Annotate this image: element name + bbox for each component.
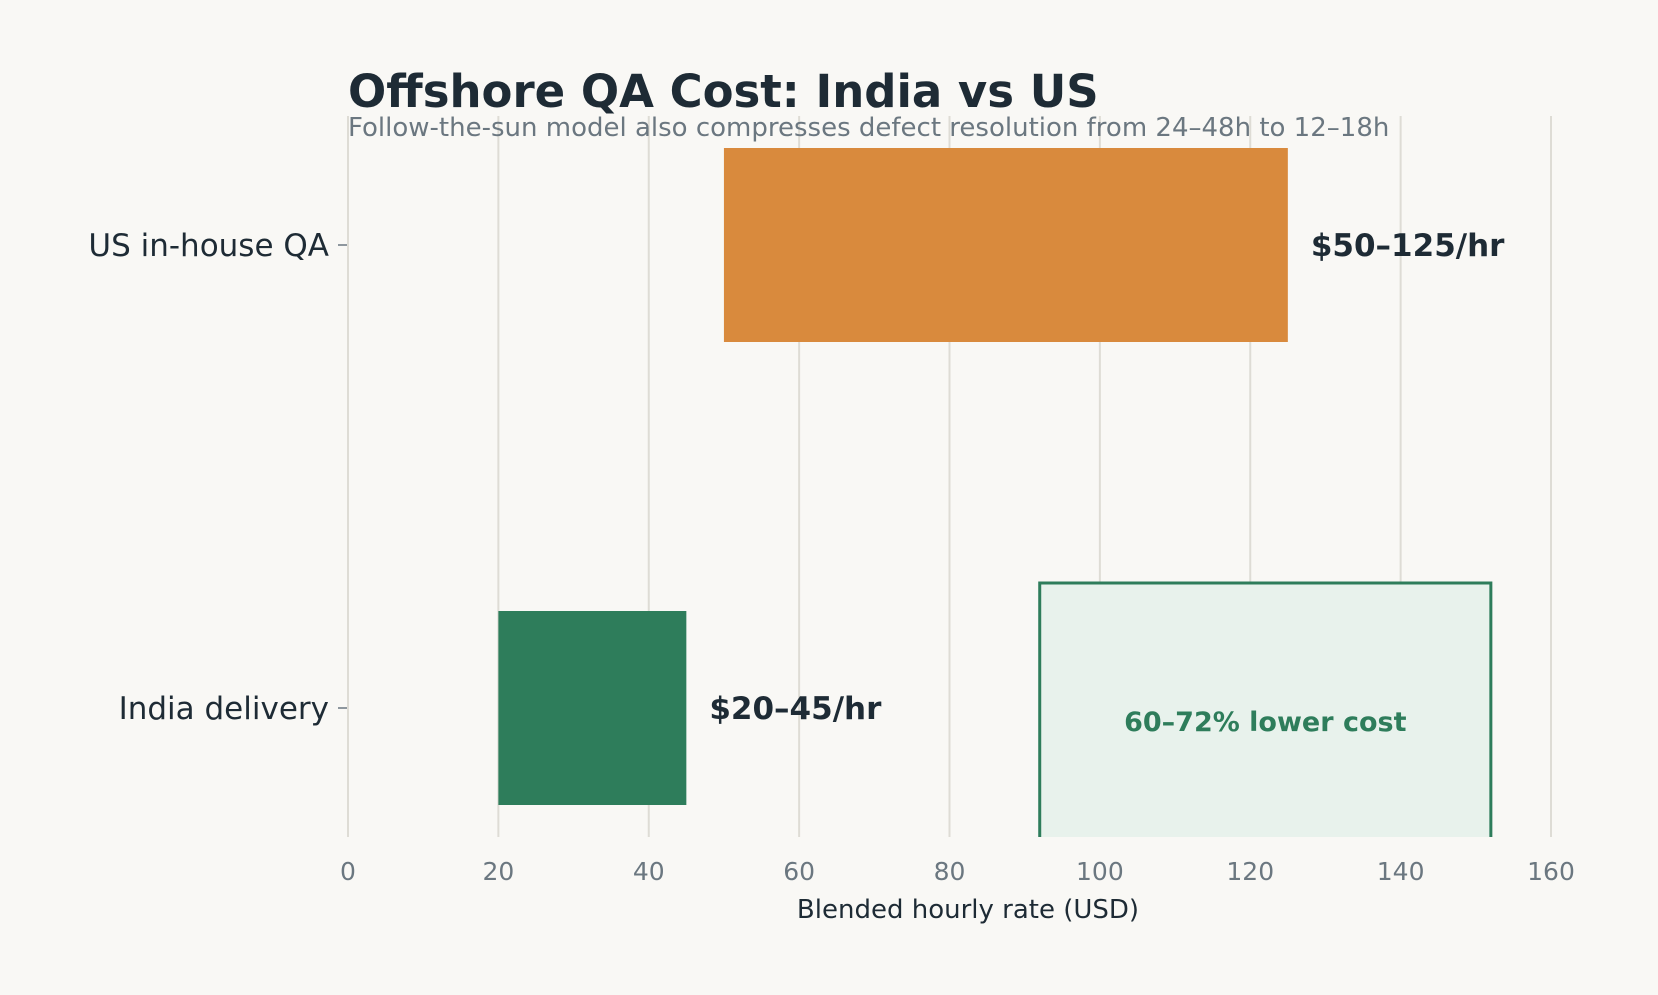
callout-border: [1038, 581, 1493, 837]
callout-box: [1039, 583, 1491, 837]
x-tick-label: 60: [783, 857, 815, 886]
y-axis: US in-house QA India delivery: [88, 228, 347, 727]
annotation: 60–72% lower cost: [1038, 581, 1493, 837]
x-tick-label: 160: [1527, 857, 1575, 886]
bar: [723, 148, 1288, 342]
bar: [498, 611, 687, 805]
x-tick-label: 140: [1377, 857, 1425, 886]
x-axis: 0 20 40 60 80 100 120 140 160: [340, 857, 1575, 886]
data-label: $20–45/hr: [709, 691, 882, 727]
x-tick-label: 120: [1226, 857, 1274, 886]
x-tick-label: 40: [633, 857, 665, 886]
bars: $50–125/hr $20–45/hr: [498, 148, 1505, 805]
data-label: $50–125/hr: [1311, 228, 1505, 264]
y-tick-label: US in-house QA: [88, 228, 329, 264]
x-axis-title: Blended hourly rate (USD): [797, 895, 1139, 925]
chart-subtitle: Follow-the-sun model also compresses def…: [348, 113, 1389, 143]
callout-text: 60–72% lower cost: [1124, 707, 1406, 738]
chart-title: Offshore QA Cost: India vs US: [348, 65, 1099, 118]
y-tick-label: India delivery: [119, 691, 329, 727]
x-tick-label: 20: [482, 857, 514, 886]
x-tick-label: 80: [934, 857, 966, 886]
x-tick-label: 0: [340, 857, 356, 886]
x-tick-label: 100: [1076, 857, 1124, 886]
